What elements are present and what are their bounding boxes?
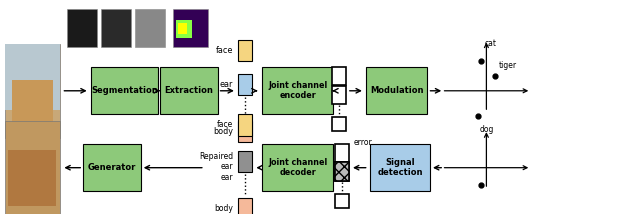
Text: face: face [216,46,233,55]
Bar [335,194,349,208]
Bar [370,144,430,191]
Text: ear: ear [220,173,233,182]
Bar [101,9,131,47]
Text: Repaired
ear: Repaired ear [199,152,233,171]
Bar [262,67,333,114]
Bar [83,144,141,191]
Text: face: face [217,120,233,129]
Bar [366,67,428,114]
Bar [8,150,56,206]
Text: dog: dog [480,125,494,134]
Bar [5,121,60,214]
Bar [238,121,252,142]
Bar [135,9,165,47]
Bar [238,74,252,95]
Text: Joint channel
decoder: Joint channel decoder [268,158,327,177]
Bar [238,114,252,136]
Bar [173,9,208,47]
Bar [238,151,252,172]
Text: cat: cat [485,39,497,48]
Bar [238,40,252,61]
Text: Segmentation: Segmentation [92,86,158,95]
Text: Modulation: Modulation [370,86,424,95]
Bar [335,144,349,162]
Text: body: body [213,127,233,136]
Bar [332,67,346,85]
Text: tiger: tiger [499,61,517,70]
Bar [332,117,346,131]
Text: ear: ear [220,80,233,89]
Bar [5,44,60,110]
Bar [238,198,252,214]
Text: Generator: Generator [88,163,136,172]
Bar [178,24,187,34]
Text: body: body [214,204,233,213]
Bar [335,162,349,181]
Text: Joint channel
encoder: Joint channel encoder [268,81,327,101]
Text: error: error [354,138,372,147]
Bar [335,162,349,181]
Bar [67,9,97,47]
Bar [262,144,333,191]
Bar [176,20,192,39]
Bar [5,44,60,138]
Bar [332,86,346,104]
Bar [92,67,159,114]
Text: Extraction: Extraction [164,86,213,95]
Bar [12,80,53,131]
Text: Signal
detection: Signal detection [377,158,423,177]
Bar [160,67,218,114]
